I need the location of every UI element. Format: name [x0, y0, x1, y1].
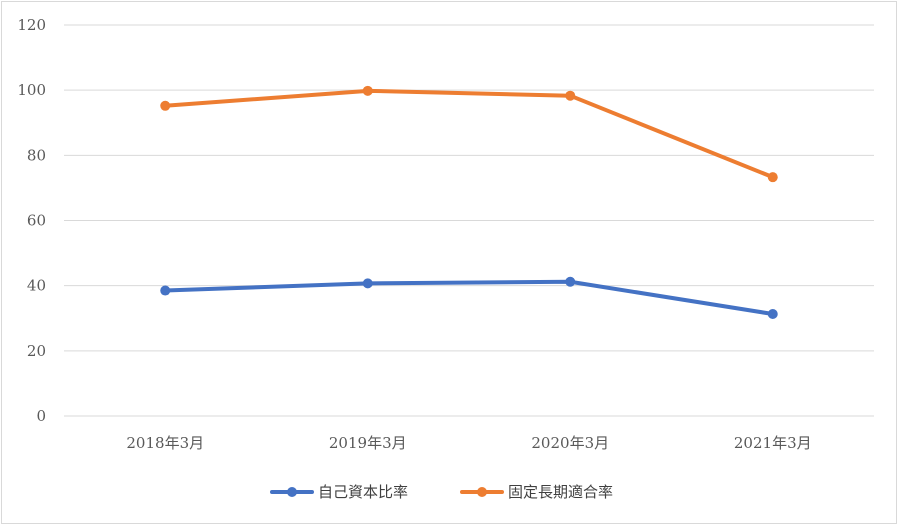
x-tick-label: 2020年3月 — [531, 434, 609, 452]
y-tick-label: 20 — [27, 342, 46, 360]
data-point — [362, 85, 373, 96]
x-tick-label: 2021年3月 — [734, 434, 812, 452]
series-line-1 — [163, 279, 775, 317]
legend: 自己資本比率 固定長期適合率 — [270, 483, 613, 501]
grid-lines — [64, 24, 874, 417]
data-point — [160, 285, 171, 296]
series-line-2 — [163, 88, 775, 180]
legend-swatch-marker — [287, 487, 297, 497]
legend-swatch-marker — [477, 487, 487, 497]
x-tick-label: 2018年3月 — [126, 434, 204, 452]
legend-item-1: 自己資本比率 — [270, 483, 408, 501]
data-point — [565, 90, 576, 101]
y-tick-label: 80 — [27, 146, 46, 164]
data-point — [160, 100, 171, 111]
y-tick-label: 100 — [17, 81, 46, 99]
y-tick-label: 120 — [17, 16, 46, 34]
x-tick-label: 2019年3月 — [329, 434, 407, 452]
legend-label: 自己資本比率 — [318, 483, 408, 501]
data-point — [362, 278, 373, 289]
x-axis-ticks: 2018年3月 2019年3月 2020年3月 2021年3月 — [126, 434, 811, 452]
y-tick-label: 40 — [27, 277, 46, 295]
data-point — [767, 309, 778, 320]
y-axis-ticks: 0 20 40 60 80 100 120 — [17, 16, 46, 425]
data-point — [767, 172, 778, 183]
data-point — [565, 276, 576, 287]
legend-item-2: 固定長期適合率 — [460, 483, 613, 501]
y-tick-label: 0 — [36, 407, 46, 425]
legend-label: 固定長期適合率 — [508, 483, 613, 501]
y-tick-label: 60 — [27, 212, 46, 230]
series-layer — [160, 85, 778, 320]
